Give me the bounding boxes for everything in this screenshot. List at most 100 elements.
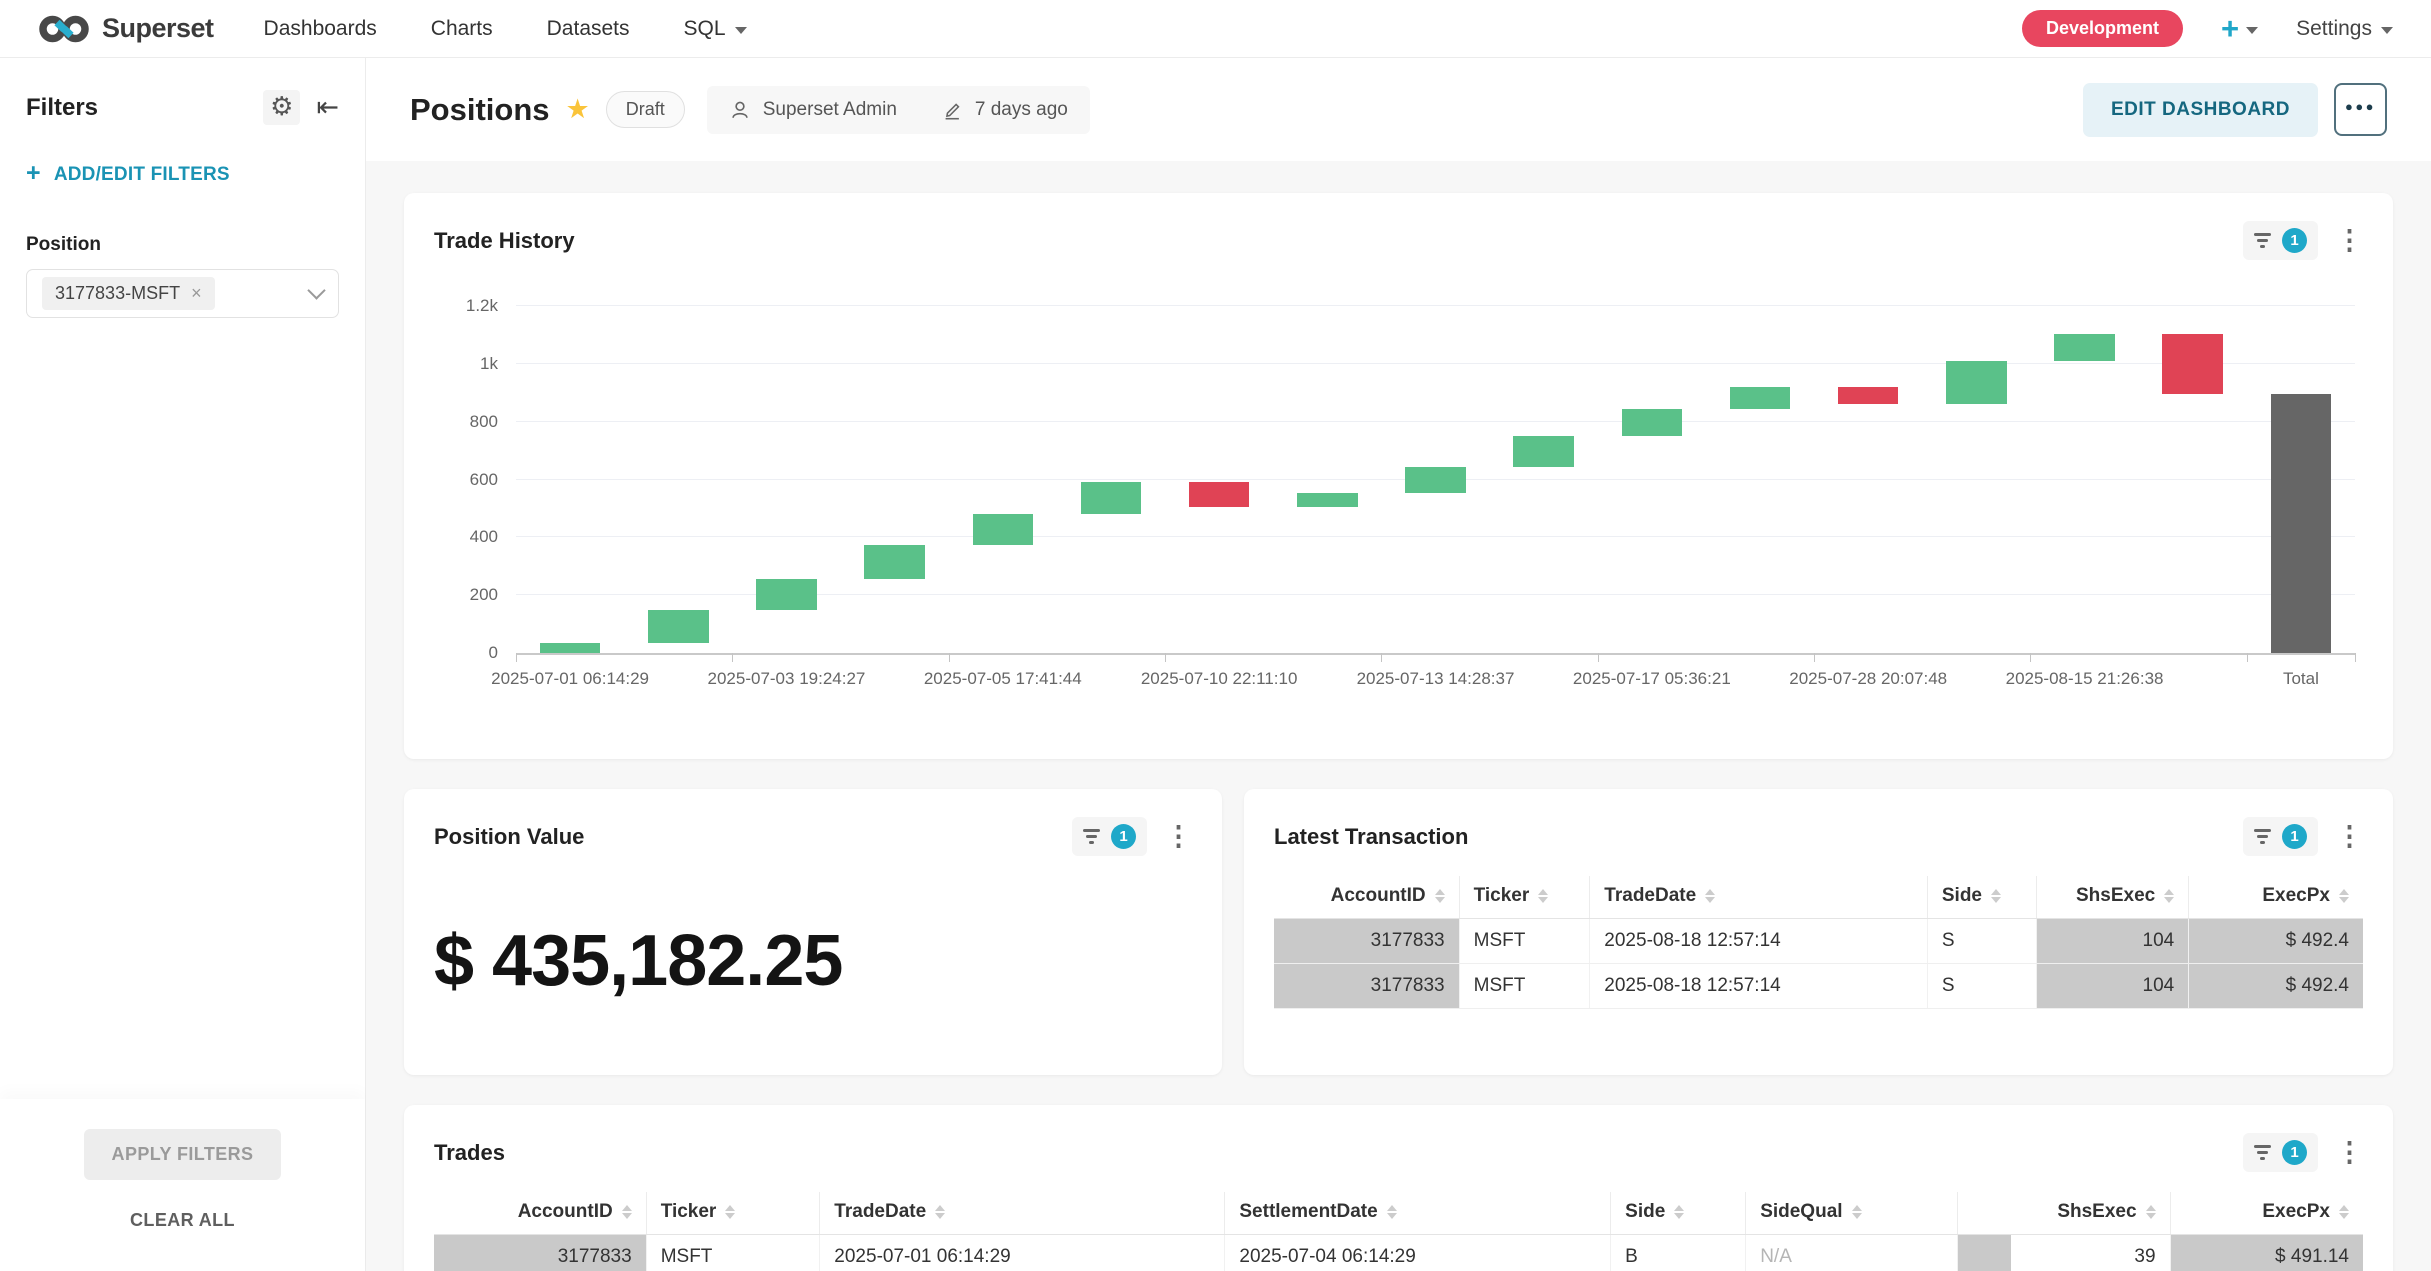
sort-icon <box>2339 889 2349 903</box>
nav-item-dashboards[interactable]: Dashboards <box>263 16 377 40</box>
chevron-down-icon <box>734 26 747 34</box>
settings-menu[interactable]: Settings <box>2296 17 2393 41</box>
new-item-menu[interactable]: + <box>2221 13 2259 44</box>
table-header-row: AccountID Ticker TradeDate SettlementDat… <box>434 1192 2363 1235</box>
add-edit-filters-button[interactable]: + ADD/EDIT FILTERS <box>26 159 230 187</box>
x-axis-label: 2025-07-28 20:07:48 <box>1789 669 1948 688</box>
column-header-accountid[interactable]: AccountID <box>434 1192 647 1235</box>
chart-title: Trade History <box>434 227 575 253</box>
pencil-icon <box>945 102 960 119</box>
applied-filters-chip[interactable]: 1 <box>2243 1133 2318 1172</box>
y-axis-label: 400 <box>469 527 498 547</box>
edit-dashboard-button[interactable]: EDIT DASHBOARD <box>2082 82 2318 137</box>
waterfall-bar <box>1513 436 1574 467</box>
filter-name-label: Position <box>26 234 101 255</box>
owner-info: Superset Admin <box>729 99 897 121</box>
column-header-tradedate[interactable]: TradeDate <box>1589 876 1928 919</box>
kebab-menu-icon[interactable]: ⋮ <box>2336 821 2363 851</box>
waterfall-plot: 0 200 400 600 800 1k 1.2k 2025-07-01 06:14:29 20… <box>466 287 2356 688</box>
clear-all-button[interactable]: CLEAR ALL <box>130 1210 235 1230</box>
column-header-side[interactable]: Side <box>1927 876 2037 919</box>
waterfall-bar <box>1297 492 1358 508</box>
gridline <box>516 362 2355 364</box>
filters-footer: APPLY FILTERS CLEAR ALL <box>0 1099 365 1271</box>
column-header-tradedate[interactable]: TradeDate <box>819 1192 1226 1235</box>
collapse-sidebar-icon[interactable]: ⇤ <box>316 92 339 122</box>
kebab-menu-icon[interactable]: ⋮ <box>1165 821 1192 851</box>
column-header-execpx[interactable]: ExecPx <box>2188 876 2363 919</box>
superset-logo[interactable]: Superset <box>38 12 214 46</box>
column-header-execpx[interactable]: ExecPx <box>2170 1192 2363 1235</box>
sort-icon <box>2339 1205 2349 1219</box>
status-badge: Draft <box>605 91 685 128</box>
waterfall-bar <box>539 642 601 653</box>
chevron-down-icon <box>307 281 326 300</box>
waterfall-bar <box>1188 482 1250 508</box>
nav-item-datasets[interactable]: Datasets <box>546 16 630 40</box>
nav-item-sql[interactable]: SQL <box>684 17 747 41</box>
axis-tick <box>2030 653 2032 662</box>
applied-filters-chip[interactable]: 1 <box>1072 817 1147 856</box>
sort-icon <box>2145 1205 2156 1219</box>
kebab-menu-icon[interactable]: ⋮ <box>2336 225 2363 255</box>
column-header-ticker[interactable]: Ticker <box>1459 876 1591 919</box>
x-axis-label: 2025-07-05 17:41:44 <box>923 669 1082 688</box>
chart-title: Position Value <box>434 823 585 849</box>
sort-icon <box>1674 1205 1685 1219</box>
waterfall-bar <box>864 544 925 580</box>
filters-title: Filters <box>26 93 99 121</box>
x-axis-label: 2025-07-13 14:28:37 <box>1356 669 1515 688</box>
sort-icon <box>1538 889 1549 903</box>
filter-count-badge: 1 <box>2282 1140 2307 1165</box>
favorite-star-icon[interactable]: ★ <box>565 94 590 124</box>
column-header-shsexec[interactable]: ShsExec <box>2036 876 2190 919</box>
axis-tick <box>1814 653 1816 662</box>
sort-icon <box>1705 889 1716 903</box>
remove-tag-icon[interactable]: × <box>191 283 202 303</box>
waterfall-bar <box>2270 394 2332 653</box>
environment-badge: Development <box>2021 10 2183 47</box>
applied-filters-chip[interactable]: 1 <box>2243 221 2318 260</box>
column-header-ticker[interactable]: Ticker <box>646 1192 821 1235</box>
axis-tick <box>1597 653 1599 662</box>
table-row: 3177833 MSFT 2025-08-18 12:57:14 S 104 $… <box>1274 963 2363 1009</box>
table-header-row: AccountID Ticker TradeDate Side ShsExec … <box>1274 876 2363 919</box>
gear-icon[interactable]: ⚙ <box>263 90 301 125</box>
plus-icon: + <box>26 159 41 187</box>
x-axis-label: Total <box>2282 669 2319 688</box>
x-axis-label: 2025-07-01 06:14:29 <box>491 669 650 688</box>
column-header-accountid[interactable]: AccountID <box>1274 876 1460 919</box>
axis-tick <box>2246 653 2248 662</box>
filter-icon <box>2254 829 2271 844</box>
nav-item-charts[interactable]: Charts <box>430 16 493 40</box>
latest-transaction-table: AccountID Ticker TradeDate Side ShsExec … <box>1274 876 2363 1009</box>
filter-icon <box>2254 1145 2271 1160</box>
waterfall-bar <box>972 514 1034 545</box>
trades-card: Trades 1 ⋮ AccountID Ticker TradeDate Se… <box>404 1105 2393 1271</box>
gridline <box>516 305 2355 307</box>
column-header-settlementdate[interactable]: SettlementDate <box>1224 1192 1612 1235</box>
y-axis-label: 600 <box>469 469 498 489</box>
column-header-side[interactable]: Side <box>1610 1192 1747 1235</box>
applied-filters-chip[interactable]: 1 <box>2243 817 2318 856</box>
position-filter-select[interactable]: 3177833-MSFT × <box>26 269 339 318</box>
waterfall-bar <box>1405 466 1466 493</box>
data-bar <box>1958 1235 2012 1271</box>
user-icon <box>732 101 748 118</box>
kebab-menu-icon[interactable]: ⋮ <box>2336 1137 2363 1167</box>
more-options-button[interactable]: ●●● <box>2334 83 2387 136</box>
chevron-down-icon <box>2381 26 2393 34</box>
column-header-sidequal[interactable]: SideQual <box>1745 1192 1959 1235</box>
waterfall-chart: 0 200 400 600 800 1k 1.2k 2025-07-01 06:14:29 20… <box>434 273 2363 699</box>
axis-tick <box>732 653 734 662</box>
gridline <box>516 594 2355 596</box>
shsexec-bar-cell: 39 <box>1957 1234 2171 1271</box>
y-axis-label: 0 <box>488 643 498 662</box>
gridline <box>516 536 2355 538</box>
page-title: Positions <box>410 91 550 127</box>
column-header-shsexec[interactable]: ShsExec <box>1957 1192 2171 1235</box>
sort-icon <box>1851 1205 1862 1219</box>
sort-icon <box>1991 889 2001 903</box>
gridline <box>516 420 2355 422</box>
apply-filters-button[interactable]: APPLY FILTERS <box>83 1129 282 1180</box>
